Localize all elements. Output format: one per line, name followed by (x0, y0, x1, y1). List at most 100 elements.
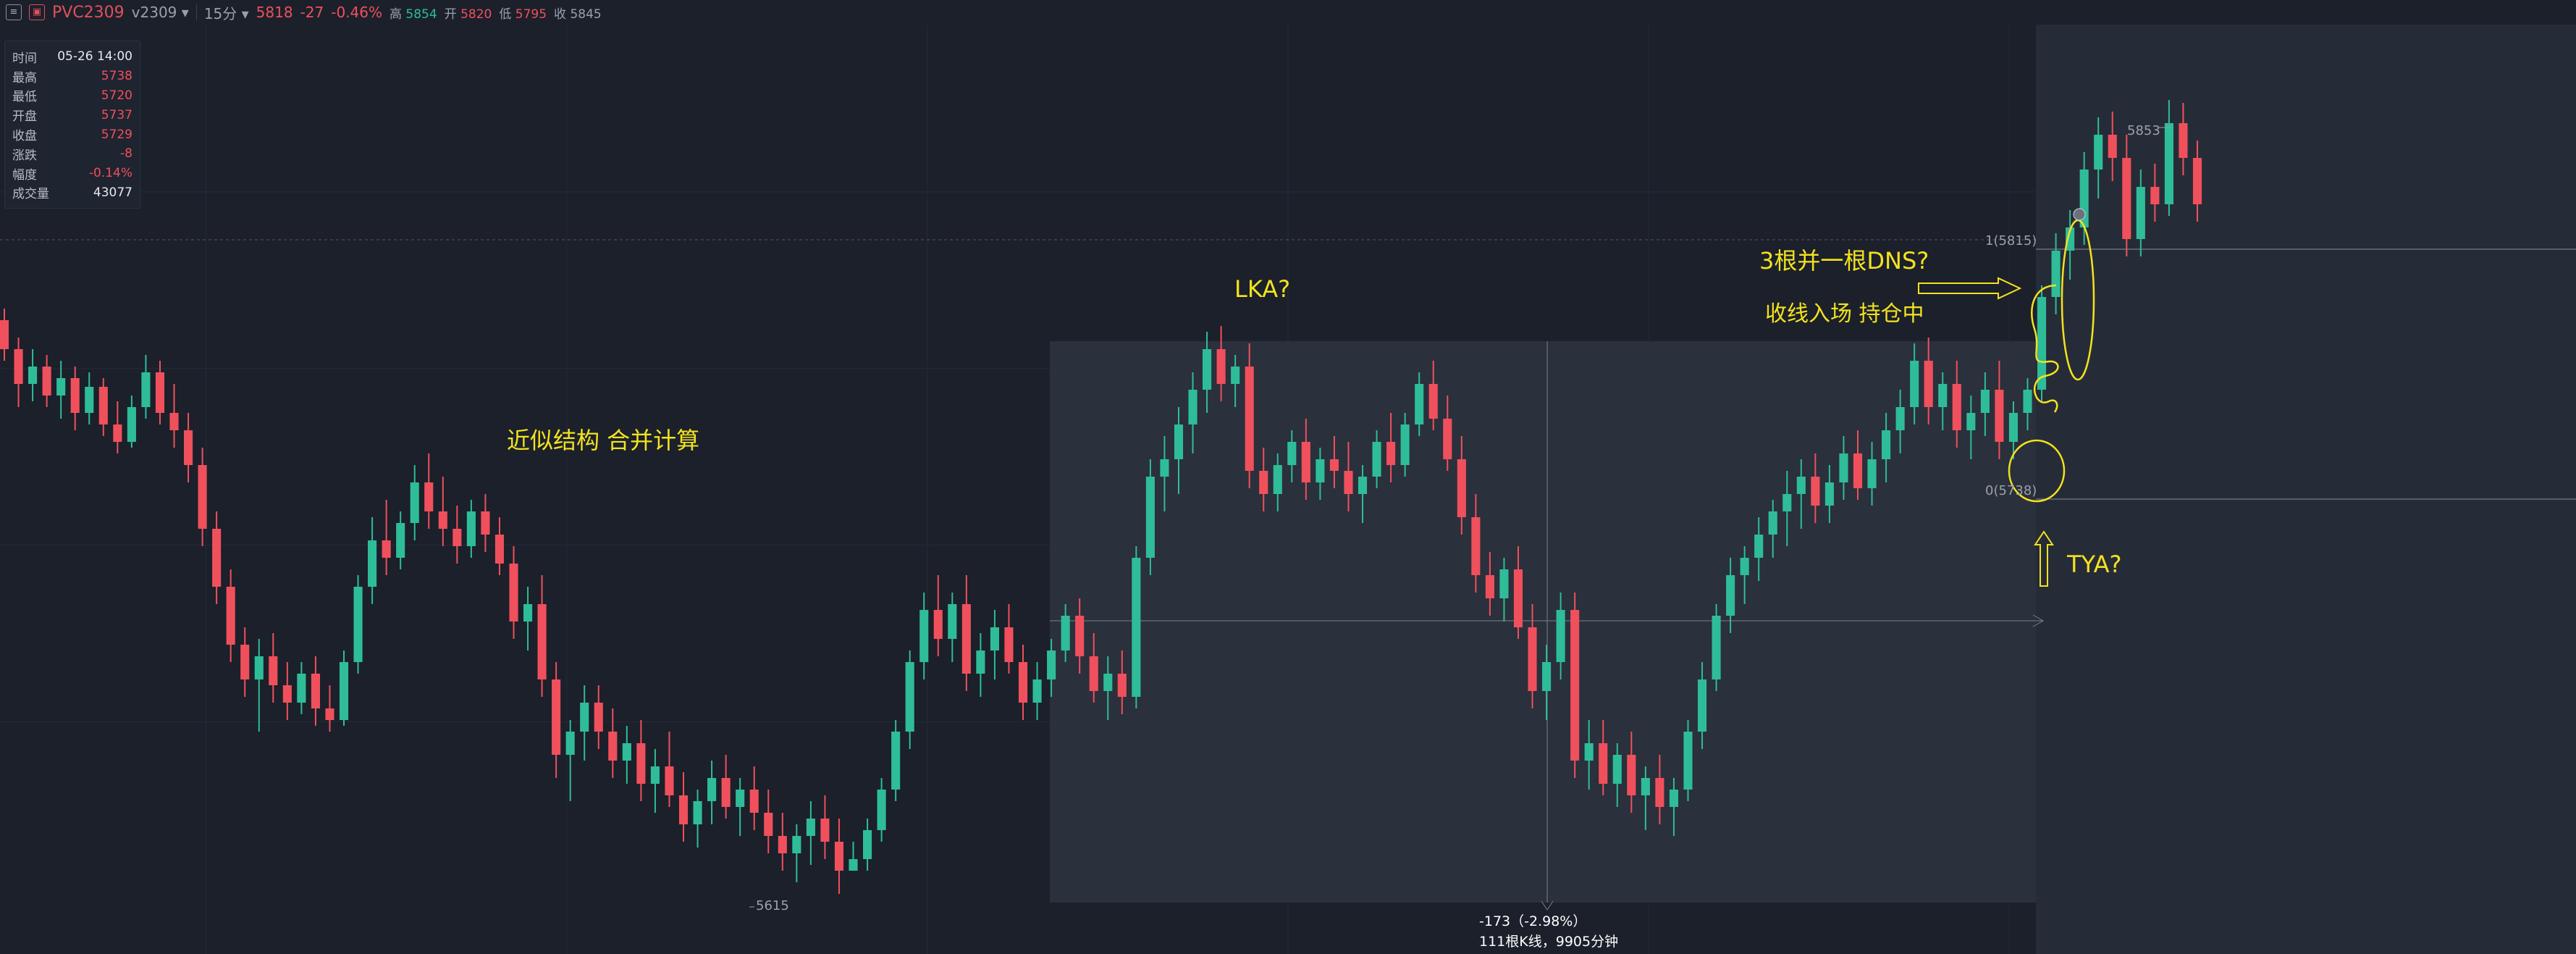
annotation-tya: TYA? (2067, 551, 2122, 578)
candle-body (594, 703, 603, 732)
candle-body (1556, 610, 1565, 662)
candle-body (2164, 123, 2173, 204)
candle-body (792, 836, 801, 853)
buy-marker-icon (2073, 208, 2086, 221)
info-row-label: 涨跌 (12, 148, 37, 163)
info-row-label: 最低 (12, 90, 37, 105)
candle-body (28, 367, 38, 384)
candle-body (2094, 135, 2103, 170)
candle-body (1316, 459, 1325, 482)
candle-body (198, 465, 207, 529)
chevron-down-icon: ▾ (241, 4, 249, 22)
candle-body (678, 795, 689, 824)
candle-body (1117, 674, 1127, 697)
annotation-bracket (2031, 284, 2059, 413)
candle-body (1075, 616, 1085, 656)
candle-body (877, 790, 886, 830)
period-selector[interactable]: 15分 ▾ (204, 2, 249, 23)
candle-body (849, 859, 858, 871)
candle-body (693, 801, 702, 824)
candle-body (834, 842, 844, 871)
last-price: 5818 (256, 4, 293, 21)
candle-body (2136, 187, 2145, 239)
symbol-name[interactable]: PVC2309 (52, 3, 125, 22)
candle-body (2122, 158, 2131, 239)
candle-body (565, 732, 575, 755)
candle-body (1697, 679, 1707, 732)
candle-body (1853, 453, 1863, 488)
candle-body (1344, 471, 1353, 494)
candle-body (1966, 413, 1976, 430)
candle-body (1612, 755, 1622, 784)
candle-body (707, 778, 717, 801)
candle-body (1570, 610, 1580, 761)
crosshair-info-panel: 时间 05-26 14:00 最高 5738 最低 5720 开盘 5737 收盘 5729 涨跌 -… (4, 41, 140, 209)
candle-body (410, 482, 419, 523)
candle-body (523, 604, 533, 622)
candle-body (2066, 227, 2075, 251)
candle-body (382, 540, 391, 558)
candle-body (1132, 558, 1141, 697)
candle-body (2150, 187, 2160, 204)
candle-body (721, 778, 731, 807)
candle-body (1824, 482, 1834, 506)
candle-body (353, 587, 363, 662)
projection-box (2036, 25, 2576, 954)
low-value: 5795 (515, 7, 547, 22)
candlestick-chart[interactable] (0, 25, 2576, 954)
candle-body (1428, 384, 1438, 419)
contract-selector[interactable]: v2309 ▾ (132, 4, 189, 21)
candle-body (1740, 558, 1749, 575)
candle-body (1811, 477, 1820, 506)
info-row-value: 5737 (101, 107, 132, 122)
candle-body (1938, 384, 1948, 407)
candle-body (2023, 390, 2032, 413)
chart-icon[interactable]: ▣ (29, 4, 45, 20)
candle-body (1061, 616, 1070, 650)
candle-body (509, 564, 518, 622)
measure-change-label: -173（-2.98%） (1479, 913, 1587, 929)
candle-body (2008, 413, 2019, 442)
candle-body (1245, 367, 1254, 471)
candle-body (1499, 569, 1509, 598)
candle-body (2037, 297, 2047, 390)
candle-body (1796, 477, 1806, 494)
menu-icon[interactable]: ≡ (6, 4, 22, 20)
open-label: 开 (444, 7, 457, 22)
info-row: 涨跌 -8 (12, 144, 132, 164)
price-change-pct: -0.46% (331, 4, 383, 21)
candle-body (749, 790, 759, 813)
candle-body (1882, 430, 1891, 459)
candle-body (254, 656, 264, 679)
candle-body (42, 367, 51, 396)
candle-body (269, 656, 278, 685)
candle-body (1174, 424, 1184, 459)
candle-body (1768, 511, 1777, 535)
candle-body (665, 766, 674, 795)
candle-body (1018, 662, 1028, 703)
candle-body (537, 604, 547, 679)
high-price-label: 5853 (2127, 123, 2160, 138)
candle-body (1329, 459, 1339, 471)
fib-level-1-label: 1(5815) (1985, 233, 2037, 248)
candle-body (1089, 656, 1098, 691)
arrow-down-icon (1541, 900, 1554, 911)
candle-body (905, 662, 914, 732)
info-row-label: 开盘 (12, 109, 37, 125)
candle-body (169, 413, 179, 430)
candle-body (2051, 251, 2061, 297)
candle-body (948, 604, 957, 639)
chevron-down-icon: ▾ (181, 4, 189, 21)
info-row: 收盘 5729 (12, 125, 132, 144)
candle-body (1231, 367, 1240, 384)
info-row-value: 5738 (101, 69, 132, 84)
candle-body (622, 743, 631, 761)
candle-body (1287, 442, 1297, 465)
candle-body (580, 703, 589, 732)
info-row-value: 43077 (93, 185, 132, 200)
candle-body (339, 662, 349, 720)
candle-body (1528, 627, 1537, 691)
candle-body (1216, 349, 1226, 384)
candle-body (778, 836, 787, 853)
info-row-label: 幅度 (12, 167, 37, 183)
